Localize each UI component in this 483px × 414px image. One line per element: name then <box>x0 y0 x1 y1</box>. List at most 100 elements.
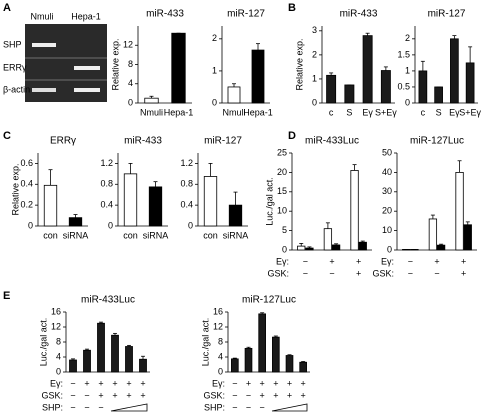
condition-value: + <box>287 378 292 388</box>
chart-title: miR-127Luc <box>242 295 296 306</box>
y-tick-label: 12 <box>123 40 133 50</box>
y-tick-label: 0 <box>312 97 317 107</box>
condition-value: − <box>232 390 237 400</box>
y-tick-label: 8 <box>128 59 133 69</box>
y-tick-label: 0 <box>108 220 113 230</box>
condition-value: + <box>260 378 265 388</box>
condition-value: + <box>301 378 306 388</box>
x-tick-label: siRNA <box>143 230 169 240</box>
bar <box>344 84 355 104</box>
condition-value: + <box>126 390 131 400</box>
y-tick-label: 20 <box>277 167 287 177</box>
y-tick-label: 0.4 <box>180 200 193 210</box>
y-axis-label: Relative exp. <box>110 38 120 90</box>
y-axis-label: Relative exp. <box>10 163 20 215</box>
panel-letter: E <box>3 290 10 302</box>
x-tick-label: con <box>203 230 218 240</box>
bar <box>358 241 367 251</box>
chart-title: miR-433 <box>146 9 184 20</box>
bar <box>350 170 359 251</box>
x-tick-label: Eγ <box>449 107 460 117</box>
chart-title: miR-127Luc <box>410 136 464 147</box>
condition-value: + <box>126 378 131 388</box>
y-tick-label: 2 <box>405 33 410 43</box>
y-tick-label: 0.5 <box>397 81 410 91</box>
bar <box>299 361 307 373</box>
y-tick-label: 30 <box>382 186 392 196</box>
y-tick-label: 4 <box>56 351 61 361</box>
row-label: ERRγ <box>3 62 27 72</box>
y-tick-label: 12 <box>51 321 61 331</box>
bar <box>465 62 475 104</box>
bar <box>323 228 333 251</box>
lane-label: Nmuli <box>30 11 53 21</box>
y-tick-label: 0 <box>387 244 392 254</box>
condition-value: + <box>98 378 103 388</box>
chart-title: miR-433Luc <box>305 136 359 147</box>
condition-value: + <box>140 378 145 388</box>
y-tick-label: 0 <box>28 220 33 230</box>
bar <box>111 334 119 373</box>
y-tick-label: 1.5 <box>397 49 410 59</box>
x-tick-label: Hepa-1 <box>164 107 194 117</box>
bar <box>450 38 459 104</box>
bar <box>231 358 239 373</box>
condition-value: − <box>303 256 308 266</box>
bar <box>43 184 58 227</box>
dose-triangle <box>110 403 148 412</box>
condition-value: − <box>246 402 251 412</box>
y-tick-label: 0.6 <box>20 158 33 168</box>
condition-value: + <box>260 390 265 400</box>
x-tick-label: Eγ <box>362 107 373 117</box>
bar <box>455 171 464 251</box>
y-tick-label: 16 <box>213 306 223 316</box>
condition-value: + <box>112 390 117 400</box>
condition-value: + <box>461 256 466 266</box>
x-tick-label: Nmuli <box>140 107 163 117</box>
condition-value: − <box>260 402 265 412</box>
y-tick-label: 1.2 <box>180 158 193 168</box>
condition-label: Eγ: <box>381 256 394 266</box>
y-axis-label: Relative exp. <box>294 38 304 90</box>
y-tick-label: 0.4 <box>20 179 33 189</box>
y-tick-label: 10 <box>382 225 392 235</box>
y-tick-label: 20 <box>382 206 392 216</box>
x-tick-label: Nmuli <box>222 107 245 117</box>
bar <box>326 74 337 104</box>
y-tick-label: 0 <box>212 97 217 107</box>
condition-label: Eγ: <box>276 256 289 266</box>
y-tick-label: 50 <box>382 147 392 157</box>
bar <box>272 336 280 373</box>
condition-value: + <box>356 268 361 278</box>
condition-value: − <box>232 378 237 388</box>
bar <box>258 313 266 373</box>
x-tick-label: Hepa-1 <box>243 107 273 117</box>
condition-value: + <box>273 378 278 388</box>
y-axis-label: Luc./gal act. <box>38 318 48 367</box>
panel-letter: B <box>288 2 296 14</box>
bar <box>436 244 446 251</box>
y-tick-label: 0 <box>218 366 223 376</box>
condition-value: − <box>246 390 251 400</box>
gel-band <box>32 88 56 92</box>
condition-value: − <box>329 268 334 278</box>
condition-value: + <box>356 256 361 266</box>
condition-label: SHP: <box>204 402 225 412</box>
bar <box>123 173 138 227</box>
y-tick-label: 0.2 <box>20 200 33 210</box>
condition-value: − <box>303 268 308 278</box>
bar <box>148 186 163 227</box>
bar <box>125 346 133 373</box>
condition-value: − <box>408 268 413 278</box>
y-tick-label: 0.8 <box>180 179 193 189</box>
x-tick-label: con <box>43 230 58 240</box>
condition-value: − <box>408 256 413 266</box>
condition-label: Eγ: <box>212 378 225 388</box>
condition-label: GSK: <box>267 268 289 278</box>
chart-title: miR-127 <box>204 136 242 147</box>
chart-title: miR-127 <box>227 9 265 20</box>
y-tick-label: 25 <box>277 147 287 157</box>
x-tick-label: S <box>436 107 442 117</box>
condition-label: GSK: <box>372 268 394 278</box>
x-tick-label: S+Eγ <box>459 107 481 117</box>
